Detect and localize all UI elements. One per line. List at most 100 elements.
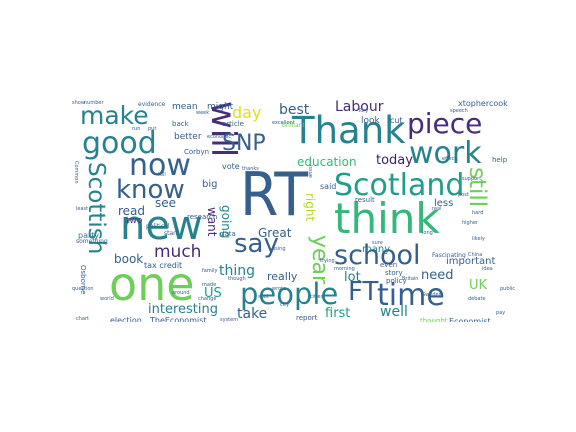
word: likely — [472, 236, 485, 242]
word: result — [355, 196, 375, 204]
word: see — [155, 196, 177, 210]
word: TheEconomist — [150, 316, 207, 323]
word: policy — [386, 277, 407, 285]
word: trying — [320, 258, 335, 264]
word: Thank — [292, 109, 406, 152]
word: piece — [407, 107, 483, 140]
word: made — [202, 282, 217, 288]
word: education — [297, 155, 357, 169]
word: much — [154, 242, 202, 262]
word: political — [146, 223, 170, 230]
word: Scotland — [334, 168, 465, 203]
word: xtophercook — [458, 99, 508, 108]
word: good — [82, 126, 157, 161]
word: Tory — [358, 108, 369, 114]
word: system — [220, 317, 239, 323]
word: FT — [348, 277, 379, 307]
word: hard — [472, 210, 484, 216]
word: look — [361, 116, 380, 126]
word: need — [421, 268, 454, 283]
word: Economist — [449, 317, 491, 323]
word: around — [172, 290, 190, 296]
word: mean — [172, 102, 198, 112]
word: election — [110, 316, 142, 323]
word: tell — [158, 172, 166, 178]
word: Common — [73, 161, 79, 184]
word: Great — [258, 226, 292, 240]
word: say — [234, 229, 279, 259]
word: question — [72, 286, 94, 292]
word: family — [202, 268, 218, 274]
word: put — [148, 126, 157, 132]
word: higher — [462, 220, 479, 226]
word: make — [80, 101, 149, 130]
word: effect — [442, 156, 457, 162]
word: evidence — [138, 101, 166, 108]
word: change — [198, 296, 217, 302]
word: less — [434, 198, 454, 209]
word: vote — [222, 162, 240, 171]
word: lot — [344, 270, 361, 285]
word: shot — [258, 294, 269, 300]
word: post — [458, 192, 469, 198]
word: real — [432, 206, 442, 212]
word: China — [468, 252, 483, 258]
word: thought — [420, 317, 448, 323]
word: interesting — [148, 302, 218, 317]
word: well — [380, 304, 408, 320]
word: excellent — [272, 120, 295, 126]
word: SNP — [222, 131, 266, 156]
word: chart — [76, 316, 89, 322]
word: today — [376, 153, 413, 168]
word: start — [164, 230, 178, 237]
word: story — [385, 269, 403, 277]
word: though — [228, 276, 246, 282]
word: city — [280, 302, 290, 308]
word: day — [232, 103, 262, 122]
word: right — [303, 193, 317, 222]
word: report — [296, 314, 318, 322]
word: speech — [450, 108, 468, 114]
word: cut — [390, 116, 403, 125]
word: US — [204, 286, 222, 301]
word: know — [116, 175, 185, 205]
word: Corbyn — [184, 148, 210, 156]
word: even — [380, 261, 398, 269]
word: brilliant — [282, 122, 305, 129]
word: economic — [207, 134, 232, 140]
word: debate — [468, 296, 486, 302]
word: show — [72, 100, 85, 106]
word: run — [132, 126, 141, 132]
word: data — [220, 230, 236, 238]
word: thanks — [242, 166, 259, 172]
word: article — [222, 120, 244, 128]
word: support — [462, 176, 482, 182]
word-cloud: RT new one think Thank Scotland people t… — [72, 97, 515, 322]
word: issue — [307, 165, 313, 178]
word: long — [422, 230, 433, 236]
word: time — [377, 278, 445, 313]
word: party — [78, 231, 100, 240]
word: want — [205, 207, 219, 237]
word: public — [500, 286, 515, 292]
word: research — [187, 213, 218, 221]
word: sure — [372, 240, 383, 246]
word: might — [207, 102, 234, 112]
word: thing — [219, 263, 256, 279]
word: Labour — [335, 99, 384, 115]
word: first — [325, 306, 351, 321]
word: tax credit — [144, 261, 183, 270]
word: still — [464, 167, 490, 208]
word: wrote — [272, 286, 287, 292]
word: people — [240, 277, 339, 311]
word: book — [114, 252, 144, 266]
word: many — [362, 244, 391, 255]
word: Britain — [402, 276, 419, 282]
word: help — [492, 156, 508, 164]
word: idea — [482, 266, 493, 272]
word: two — [126, 216, 143, 226]
word: think — [334, 194, 440, 243]
word: using — [272, 246, 286, 252]
word: big — [202, 179, 218, 190]
